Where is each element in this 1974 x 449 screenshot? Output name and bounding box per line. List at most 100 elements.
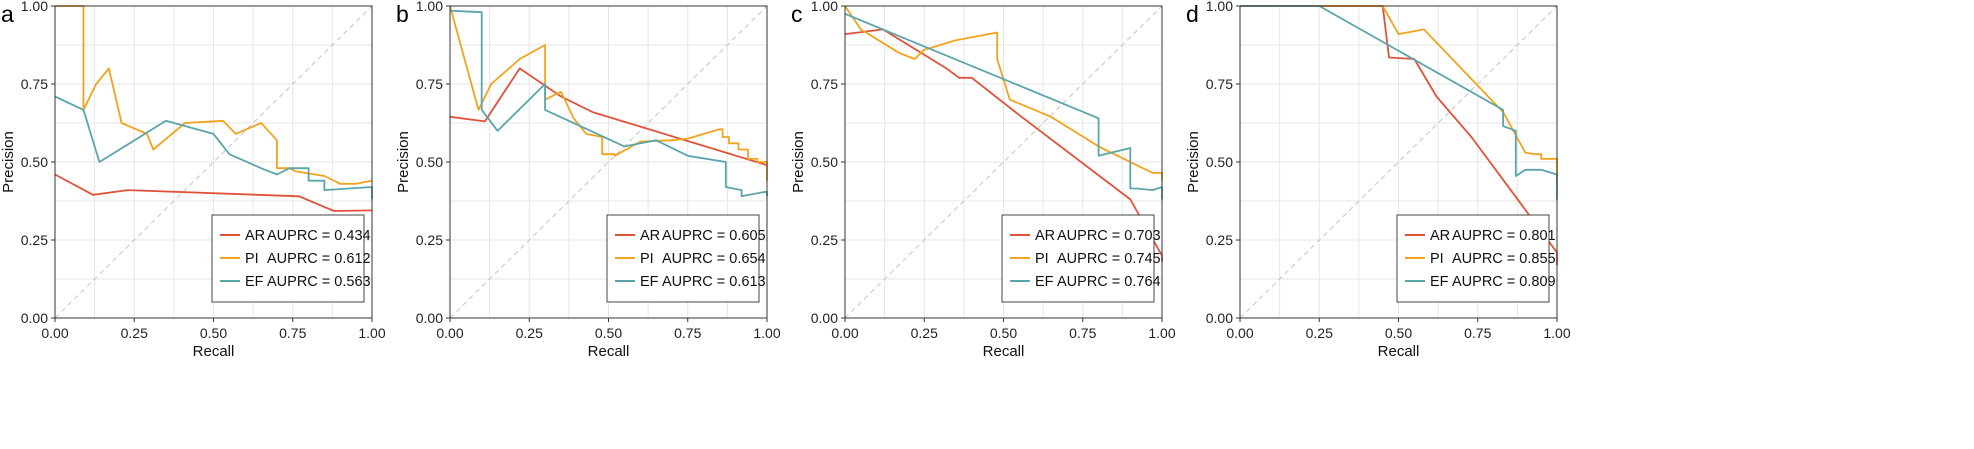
y-axis-title: Precision — [395, 131, 412, 193]
y-tick-label: 0.75 — [1206, 76, 1233, 92]
x-axis-title: Recall — [193, 343, 235, 360]
x-tick-label: 0.75 — [1464, 325, 1491, 341]
legend-series-name: PI — [640, 251, 654, 267]
x-tick-label: 0.75 — [1069, 325, 1096, 341]
legend-series-value: AUPRC = 0.654 — [662, 251, 766, 267]
legend-item-pi: PI AUPRC = 0.855 — [1405, 251, 1556, 267]
legend-series-value: AUPRC = 0.563 — [267, 274, 371, 290]
y-tick-label: 1.00 — [811, 0, 838, 14]
x-tick-label: 0.50 — [595, 325, 622, 341]
y-tick-label: 0.00 — [21, 310, 48, 326]
legend-item-pi: PI AUPRC = 0.612 — [220, 251, 371, 267]
x-tick-label: 0.75 — [279, 325, 306, 341]
x-tick-label: 0.50 — [990, 325, 1017, 341]
legend-series-name: EF — [640, 274, 659, 290]
legend-item-pi: PI AUPRC = 0.654 — [615, 251, 766, 267]
x-tick-label: 0.75 — [674, 325, 701, 341]
diagonal-reference-line — [54, 5, 373, 319]
panel-letter: a — [1, 1, 14, 27]
x-tick-label: 0.00 — [831, 325, 858, 341]
y-tick-label: 1.00 — [21, 0, 48, 14]
legend-series-name: PI — [1430, 251, 1444, 267]
y-tick-label: 0.50 — [1206, 154, 1233, 170]
y-tick-label: 0.25 — [811, 232, 838, 248]
x-tick-label: 1.00 — [1543, 325, 1570, 341]
legend-series-value: AUPRC = 0.764 — [1057, 274, 1161, 290]
x-tick-label: 1.00 — [753, 325, 780, 341]
legend-item-ar: AR AUPRC = 0.605 — [615, 228, 766, 244]
legend-series-value: AUPRC = 0.801 — [1452, 228, 1556, 244]
series-line-pi — [55, 5, 373, 185]
y-tick-label: 0.00 — [416, 310, 443, 326]
panel-b: b 0.00 0.25 0.50 0.75 1.00 0.00 0.25 0.50 0.75 1.0… — [395, 0, 781, 360]
panel-letter: d — [1186, 1, 1199, 27]
y-tick-label: 0.50 — [416, 154, 443, 170]
y-tick-label: 0.25 — [21, 232, 48, 248]
series-line-ar — [449, 67, 768, 166]
y-tick-label: 0.25 — [1206, 232, 1233, 248]
x-tick-label: 0.50 — [200, 325, 227, 341]
legend-series-value: AUPRC = 0.612 — [267, 251, 371, 267]
x-tick-label: 0.00 — [436, 325, 463, 341]
x-tick-label: 0.00 — [1226, 325, 1253, 341]
legend-item-ar: AR AUPRC = 0.434 — [220, 228, 371, 244]
y-axis-title: Precision — [0, 131, 17, 193]
series-line-pi — [1240, 5, 1558, 181]
legend-series-name: EF — [1035, 274, 1054, 290]
series-line-ef — [449, 9, 768, 198]
legend-series-value: AUPRC = 0.745 — [1057, 251, 1161, 267]
legend-item-ar: AR AUPRC = 0.703 — [1010, 228, 1161, 244]
x-axis-title: Recall — [588, 343, 630, 360]
legend-series-name: EF — [245, 274, 264, 290]
panel-a: a 0.00 0.25 0.50 0.75 1.00 0.00 0.25 0.50 0.75 1.0… — [0, 0, 386, 360]
legend-series-name: EF — [1430, 274, 1449, 290]
y-tick-label: 0.75 — [811, 76, 838, 92]
x-tick-label: 0.50 — [1385, 325, 1412, 341]
y-axis-title: Precision — [1185, 131, 1202, 193]
legend-series-value: AUPRC = 0.613 — [662, 274, 766, 290]
y-tick-label: 1.00 — [416, 0, 443, 14]
legend-series-name: AR — [245, 228, 265, 244]
y-tick-label: 0.00 — [811, 310, 838, 326]
series-line-ar — [54, 173, 373, 212]
legend-series-value: AUPRC = 0.855 — [1452, 251, 1556, 267]
legend-series-value: AUPRC = 0.809 — [1452, 274, 1556, 290]
panel-d: d 0.00 0.25 0.50 0.75 1.00 0.00 0.25 0.50 0.75 1.0… — [1185, 0, 1571, 360]
diagonal-reference-line — [844, 5, 1163, 319]
panel-letter: b — [396, 1, 409, 27]
y-tick-label: 0.50 — [811, 154, 838, 170]
legend-series-name: AR — [1035, 228, 1055, 244]
x-tick-label: 1.00 — [358, 325, 385, 341]
x-axis-title: Recall — [1378, 343, 1420, 360]
x-tick-label: 0.25 — [121, 325, 148, 341]
legend-item-ar: AR AUPRC = 0.801 — [1405, 228, 1556, 244]
legend-series-name: AR — [1430, 228, 1450, 244]
y-axis-title: Precision — [790, 131, 807, 193]
diagonal-reference-line — [1239, 5, 1558, 319]
legend-item-ef: EF AUPRC = 0.809 — [1405, 274, 1556, 290]
series-line-ef — [54, 95, 373, 200]
y-tick-label: 0.00 — [1206, 310, 1233, 326]
x-tick-label: 0.00 — [41, 325, 68, 341]
y-tick-label: 0.50 — [21, 154, 48, 170]
y-tick-label: 0.25 — [416, 232, 443, 248]
x-axis-title: Recall — [983, 343, 1025, 360]
panel-letter: c — [791, 1, 803, 27]
legend-item-pi: PI AUPRC = 0.745 — [1010, 251, 1161, 267]
y-tick-label: 1.00 — [1206, 0, 1233, 14]
y-tick-label: 0.75 — [416, 76, 443, 92]
legend: AR AUPRC = 0.434 PI AUPRC = 0.612 EF AUPRC = … — [211, 214, 371, 303]
x-tick-label: 0.25 — [1306, 325, 1333, 341]
y-tick-label: 0.75 — [21, 76, 48, 92]
series-line-ef — [1240, 5, 1558, 200]
legend-series-value: AUPRC = 0.703 — [1057, 228, 1161, 244]
series-line-ef — [844, 12, 1163, 200]
legend-item-ef: EF AUPRC = 0.613 — [615, 274, 766, 290]
series-line-pi — [449, 5, 768, 181]
legend-series-name: PI — [1035, 251, 1049, 267]
legend-series-name: AR — [640, 228, 660, 244]
